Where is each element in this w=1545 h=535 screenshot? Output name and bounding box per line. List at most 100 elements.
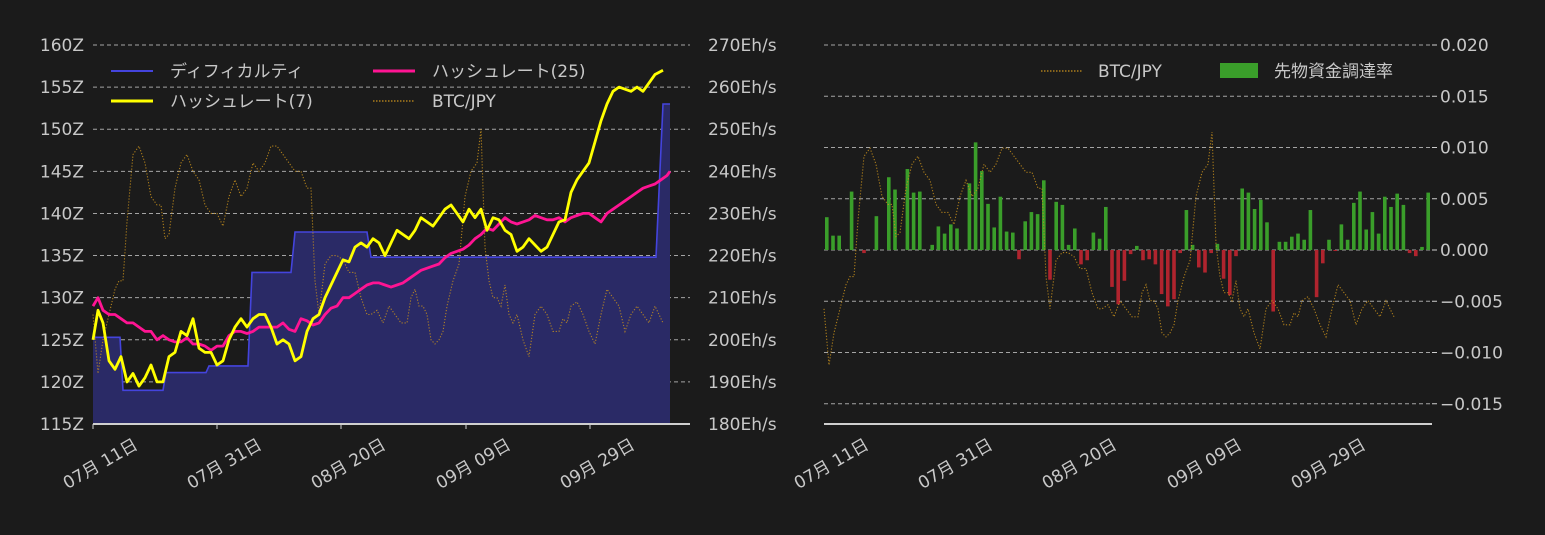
funding-bar bbox=[1116, 250, 1120, 305]
funding-bar bbox=[1252, 209, 1257, 250]
y-right-tick: 200Eh/s bbox=[708, 331, 777, 351]
funding-bar bbox=[1172, 250, 1176, 300]
difficulty-hashrate-chart: 160Z 155Z 150Z 145Z 140Z 135Z 130Z 125Z 120Z 115Z… bbox=[40, 36, 777, 494]
funding-rate-bars bbox=[825, 142, 1430, 312]
funding-bar bbox=[955, 228, 959, 250]
y-right-tick: 190Eh/s bbox=[708, 373, 777, 393]
y-left-tick: 115Z bbox=[40, 415, 84, 435]
funding-bar bbox=[980, 171, 984, 250]
funding-bar bbox=[1333, 250, 1337, 252]
funding-bar bbox=[1215, 243, 1220, 250]
funding-bar bbox=[1178, 250, 1182, 254]
funding-bar bbox=[1190, 244, 1195, 250]
y-left-tick: 120Z bbox=[40, 373, 84, 393]
funding-bar bbox=[1203, 250, 1207, 273]
funding-bar bbox=[1153, 250, 1158, 265]
funding-bar bbox=[1420, 246, 1424, 250]
funding-bar bbox=[967, 183, 972, 250]
funding-bar bbox=[1079, 250, 1083, 265]
difficulty-area bbox=[93, 104, 670, 424]
funding-bar bbox=[1135, 245, 1139, 250]
funding-bar bbox=[1259, 199, 1263, 250]
funding-bar bbox=[1209, 250, 1213, 254]
funding-bar bbox=[1228, 250, 1232, 296]
legend-hashrate7-label: ハッシュレート(7) bbox=[170, 92, 313, 112]
legend-funding-swatch bbox=[1220, 63, 1258, 78]
funding-bar bbox=[1240, 188, 1244, 250]
funding-bar bbox=[973, 142, 978, 250]
funding-bar bbox=[949, 224, 953, 250]
funding-bar bbox=[1364, 229, 1368, 250]
funding-bar bbox=[1414, 250, 1418, 257]
x-tick-label: 09月 29日 bbox=[1288, 435, 1370, 494]
funding-bar bbox=[893, 189, 897, 250]
funding-bar bbox=[1042, 180, 1046, 250]
legend-hashrate25-label: ハッシュレート(25) bbox=[432, 62, 586, 82]
funding-bar bbox=[1035, 214, 1040, 250]
left-series-layer bbox=[91, 69, 672, 424]
funding-bar bbox=[1004, 231, 1009, 250]
x-tick-label: 08月 20日 bbox=[1039, 435, 1121, 494]
funding-bar bbox=[1314, 250, 1319, 298]
funding-bar bbox=[1097, 238, 1102, 250]
funding-bar bbox=[1383, 196, 1387, 250]
y-left-tick: 160Z bbox=[40, 36, 84, 56]
hashrate7-line bbox=[91, 69, 664, 388]
funding-bar bbox=[1407, 250, 1412, 254]
legend-btcjpy-label: BTC/JPY bbox=[432, 92, 497, 112]
y-right-tick: 270Eh/s bbox=[708, 36, 777, 56]
funding-bar bbox=[1159, 250, 1164, 295]
funding-bar bbox=[1017, 250, 1021, 260]
funding-bar bbox=[930, 244, 934, 250]
funding-bar bbox=[887, 177, 891, 250]
funding-bar bbox=[1054, 201, 1058, 250]
funding-bar bbox=[1234, 250, 1238, 257]
funding-bar bbox=[1376, 233, 1381, 250]
funding-bar bbox=[998, 196, 1003, 250]
funding-bar bbox=[862, 250, 866, 254]
funding-bar bbox=[918, 191, 922, 250]
funding-bar bbox=[1426, 192, 1430, 250]
right-y-axis-labels: 0.020 0.015 0.010 0.005 0.000 −0.005 −0.010 −0.… bbox=[1432, 36, 1503, 415]
funding-bar bbox=[1066, 244, 1071, 250]
y-right-tick: 220Eh/s bbox=[708, 247, 777, 267]
y-tick: 0.020 bbox=[1440, 36, 1489, 56]
funding-bar bbox=[1321, 250, 1325, 264]
legend-difficulty-label: ディフィカルティ bbox=[170, 61, 303, 82]
funding-bar bbox=[1271, 250, 1275, 312]
funding-bar bbox=[1339, 224, 1344, 250]
funding-bar bbox=[936, 226, 941, 250]
funding-bar bbox=[1122, 250, 1127, 281]
legend-funding-label: 先物資金調達率 bbox=[1274, 62, 1393, 82]
funding-bar bbox=[1128, 250, 1133, 255]
funding-bar bbox=[992, 227, 996, 250]
y-right-tick: 260Eh/s bbox=[708, 78, 777, 98]
y-tick: −0.005 bbox=[1440, 292, 1503, 312]
funding-bar bbox=[831, 235, 835, 250]
funding-bar bbox=[1302, 239, 1306, 250]
x-tick-label: 07月 11日 bbox=[791, 435, 873, 494]
y-tick: 0.000 bbox=[1440, 241, 1489, 261]
right-x-axis-labels: 07月 11日 07月 31日 08月 20日 09月 09日 09月 29日 bbox=[791, 435, 1370, 494]
y-left-tick: 140Z bbox=[40, 204, 84, 224]
y-tick: 0.005 bbox=[1440, 190, 1489, 210]
funding-bar bbox=[1073, 228, 1077, 250]
funding-bar bbox=[1011, 232, 1015, 250]
funding-bar bbox=[1091, 232, 1096, 250]
funding-bar bbox=[1283, 241, 1288, 250]
funding-bar bbox=[1358, 191, 1362, 250]
y-tick: −0.015 bbox=[1440, 395, 1503, 415]
left-y-axis-labels: 160Z 155Z 150Z 145Z 140Z 135Z 130Z 125Z 120Z 115Z bbox=[40, 36, 84, 435]
funding-bar bbox=[1104, 206, 1108, 250]
funding-bar bbox=[1141, 250, 1145, 261]
y-right-tick: 250Eh/s bbox=[708, 120, 777, 140]
difficulty-line bbox=[93, 103, 670, 392]
funding-bar bbox=[1352, 202, 1356, 250]
funding-bar bbox=[825, 217, 829, 250]
funding-bar bbox=[1327, 239, 1331, 250]
legend-btcjpy-label: BTC/JPY bbox=[1098, 62, 1163, 82]
btcjpy-line bbox=[823, 132, 1395, 366]
funding-bar bbox=[986, 203, 990, 250]
funding-bar bbox=[1060, 204, 1065, 250]
